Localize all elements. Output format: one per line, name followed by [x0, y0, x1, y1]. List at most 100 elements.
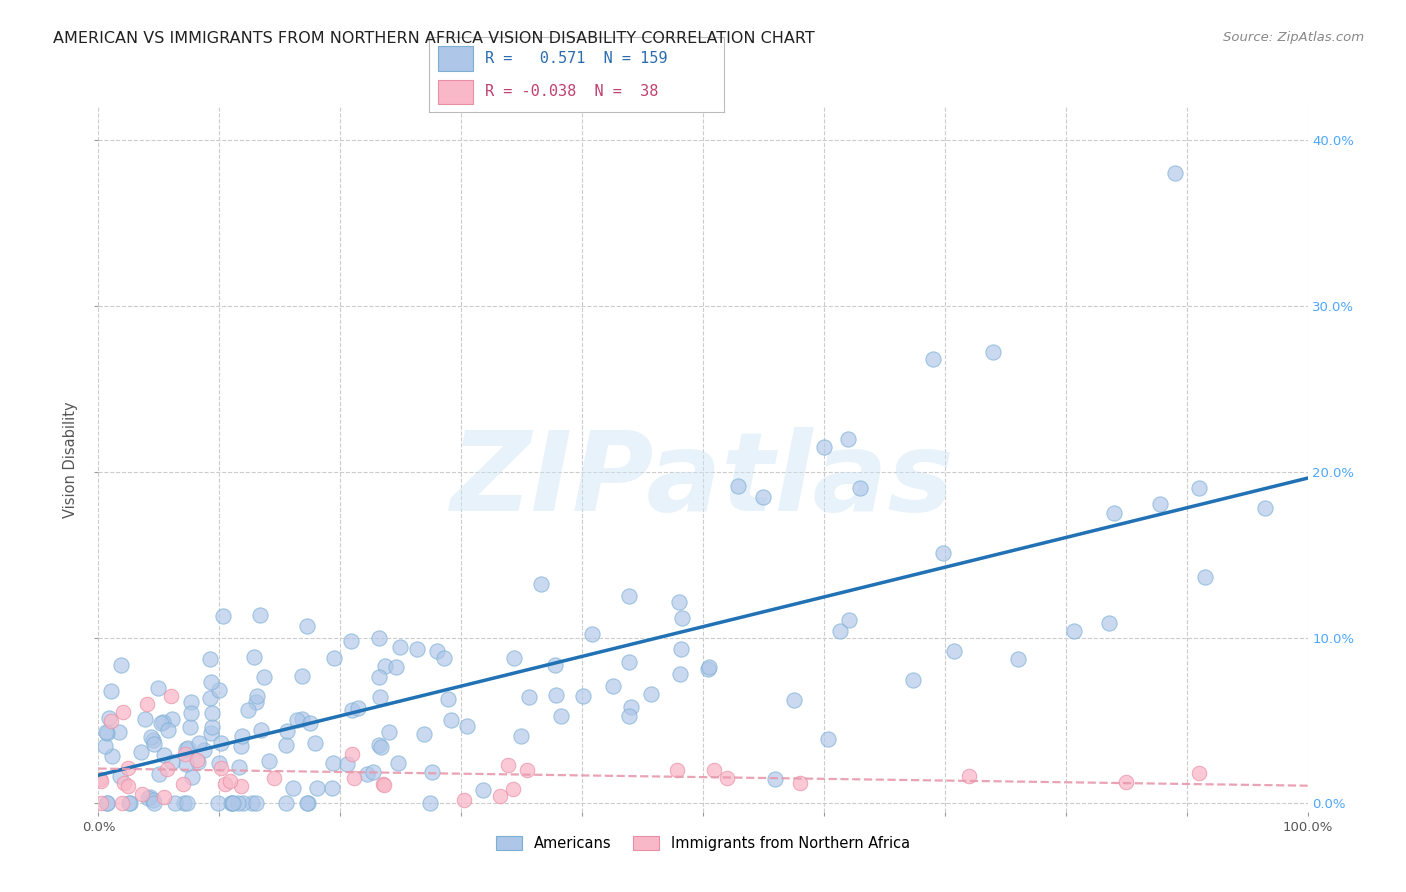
Point [456, 719, 478, 733]
Point [370, 740, 392, 755]
Point [828, 624, 851, 638]
Point [453, 793, 475, 807]
Point [231, 729, 253, 743]
Point [297, 797, 319, 811]
Point [157, 723, 180, 738]
Point [236, 702, 259, 716]
Point [146, 681, 169, 695]
Point [716, 771, 738, 785]
Y-axis label: Vision Disability: Vision Disability [63, 401, 79, 517]
Point [212, 609, 235, 624]
Point [152, 715, 174, 730]
Point [389, 640, 412, 654]
Point [426, 644, 449, 658]
Point [181, 770, 204, 784]
Point [368, 690, 391, 705]
Point [304, 736, 326, 750]
Point [96, 726, 118, 740]
Point [228, 760, 250, 774]
Point [222, 797, 245, 811]
Point [156, 762, 179, 776]
Point [231, 739, 253, 753]
Point [131, 787, 153, 801]
Point [617, 656, 640, 670]
Point [901, 673, 924, 687]
Point [226, 797, 249, 811]
Point [96, 797, 118, 811]
Point [118, 797, 141, 811]
Point [198, 690, 221, 705]
Point [207, 682, 229, 697]
Point [291, 712, 314, 726]
Point [371, 777, 394, 791]
Point [179, 720, 201, 734]
Point [1063, 624, 1085, 638]
Point [703, 763, 725, 777]
Point [957, 769, 980, 783]
Point [671, 610, 693, 624]
Point [120, 797, 142, 811]
Point [291, 668, 314, 682]
Point [108, 769, 131, 783]
Point [186, 753, 208, 767]
Point [572, 689, 595, 703]
Point [276, 797, 298, 811]
Point [93, 739, 115, 753]
Point [498, 758, 520, 772]
Point [110, 658, 132, 673]
Point [287, 713, 309, 727]
Point [117, 779, 139, 793]
Point [117, 761, 139, 775]
Point [412, 727, 434, 741]
Point [97, 711, 120, 725]
Point [620, 699, 643, 714]
Bar [437, 46, 472, 70]
Point [516, 763, 538, 777]
Point [100, 714, 122, 728]
Point [374, 659, 396, 673]
Point [1098, 615, 1121, 630]
Point [174, 747, 197, 761]
Point [669, 667, 692, 681]
Text: R =   0.571  N = 159: R = 0.571 N = 159 [485, 51, 668, 66]
Point [510, 729, 533, 743]
Point [148, 766, 170, 780]
Point [336, 757, 359, 772]
Point [188, 736, 211, 750]
Point [142, 733, 165, 747]
Point [544, 657, 567, 672]
Point [160, 755, 183, 769]
Point [619, 709, 641, 723]
Point [813, 440, 835, 454]
Bar [437, 79, 472, 104]
Point [229, 779, 252, 793]
Point [387, 756, 409, 770]
Point [297, 797, 319, 811]
Point [617, 590, 640, 604]
Point [1007, 652, 1029, 666]
Point [193, 742, 215, 756]
Point [245, 797, 267, 811]
Point [783, 692, 806, 706]
Point [111, 796, 134, 810]
Point [263, 772, 285, 786]
Point [142, 738, 165, 752]
Point [176, 740, 198, 755]
Point [849, 482, 872, 496]
Point [640, 687, 662, 701]
Point [550, 709, 572, 723]
Point [298, 716, 321, 731]
Point [752, 490, 775, 504]
Point [142, 793, 165, 807]
Point [489, 789, 512, 803]
Point [1115, 775, 1137, 789]
Point [200, 674, 222, 689]
Point [276, 724, 298, 739]
Point [419, 797, 441, 811]
Point [257, 755, 280, 769]
Point [838, 613, 860, 627]
Point [931, 545, 953, 559]
Point [1194, 570, 1216, 584]
Point [201, 720, 224, 734]
Point [502, 782, 524, 797]
